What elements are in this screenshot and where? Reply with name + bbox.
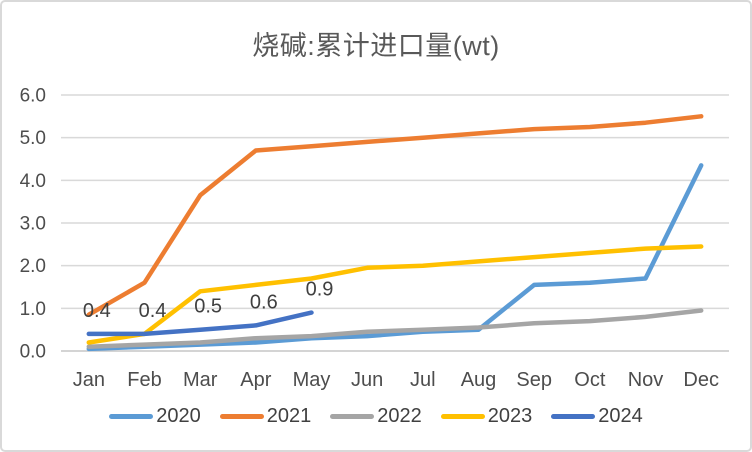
y-axis-tick-label: 5.0 xyxy=(20,128,46,149)
x-axis-tick-label: Aug xyxy=(461,369,497,391)
x-axis-tick-label: Nov xyxy=(628,369,664,391)
x-axis-tick-label: Apr xyxy=(240,369,271,391)
y-axis-tick-label: 3.0 xyxy=(20,214,46,235)
legend-line-swatch xyxy=(219,414,264,419)
x-axis-tick-label: Jul xyxy=(410,369,436,391)
x-axis-tick-label: Sep xyxy=(516,369,552,391)
x-axis-tick-label: Jan xyxy=(73,369,105,391)
legend-item-2023: 2023 xyxy=(440,405,533,428)
chart-legend: 2020 2021 2022 2023 2024 xyxy=(2,405,750,428)
legend-item-2020: 2020 xyxy=(109,405,201,428)
x-axis-tick-label: Jun xyxy=(351,369,383,391)
legend-label: 2022 xyxy=(377,405,422,427)
legend-label: 2020 xyxy=(156,405,201,427)
series-line-2023 xyxy=(86,244,704,345)
legend-label: 2023 xyxy=(487,405,533,427)
y-axis-tick-label: 2.0 xyxy=(20,256,46,277)
legend-line-swatch xyxy=(330,414,375,419)
legend-item-2022: 2022 xyxy=(330,405,422,428)
legend-label: 2024 xyxy=(598,405,643,427)
series-line-2021 xyxy=(86,114,704,317)
legend-line-swatch xyxy=(440,414,485,419)
x-axis-tick-label: Feb xyxy=(127,369,161,391)
x-axis-tick-label: Dec xyxy=(683,369,719,391)
y-axis-tick-label: 6.0 xyxy=(20,86,46,107)
legend-line-swatch xyxy=(551,414,596,419)
data-label: 0.5 xyxy=(194,296,222,318)
legend-item-2021: 2021 xyxy=(219,405,312,428)
series-line-2024 xyxy=(86,310,314,337)
data-label: 0.4 xyxy=(139,300,167,322)
y-axis-tick-label: 1.0 xyxy=(20,299,46,320)
x-axis-tick-label: Oct xyxy=(574,369,606,391)
x-axis-tick-label: Mar xyxy=(183,369,218,391)
legend-line-swatch xyxy=(109,414,154,419)
chart-title: 烧碱:累计进口量(wt) xyxy=(252,31,500,61)
x-axis-tick-label: May xyxy=(293,369,331,391)
data-label: 0.9 xyxy=(306,279,334,301)
legend-item-2024: 2024 xyxy=(551,405,643,428)
data-label: 0.4 xyxy=(83,300,111,322)
legend-label: 2021 xyxy=(266,405,312,427)
series-line-2022 xyxy=(86,308,704,349)
data-label: 0.6 xyxy=(250,291,278,313)
y-axis-tick-label: 0.0 xyxy=(20,342,46,363)
y-axis-tick-label: 4.0 xyxy=(20,171,46,192)
